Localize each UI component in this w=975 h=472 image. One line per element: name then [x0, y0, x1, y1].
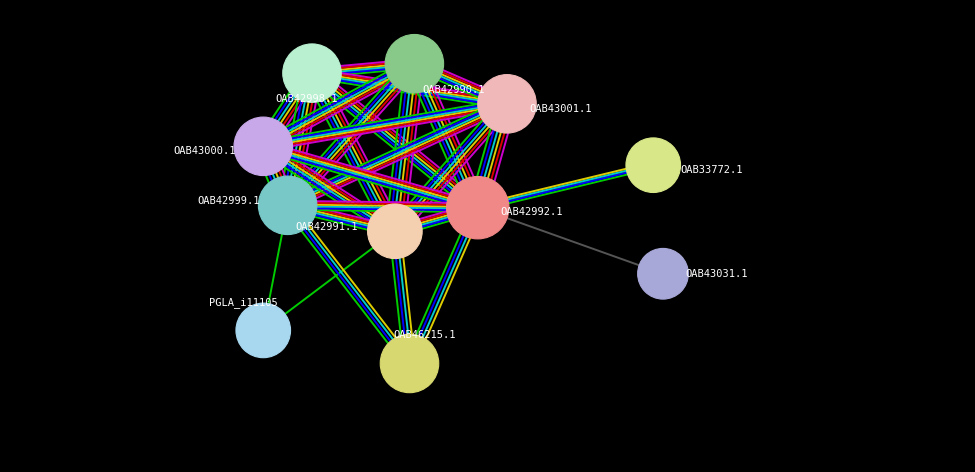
Ellipse shape [478, 75, 536, 133]
Text: OAB43000.1: OAB43000.1 [174, 146, 236, 156]
Ellipse shape [638, 248, 688, 299]
Ellipse shape [385, 34, 444, 93]
Ellipse shape [234, 117, 292, 176]
Ellipse shape [283, 44, 341, 102]
Text: OAB42991.1: OAB42991.1 [295, 221, 358, 232]
Ellipse shape [447, 177, 509, 239]
Text: OAB42998.1: OAB42998.1 [276, 94, 338, 104]
Text: OAB43001.1: OAB43001.1 [529, 103, 592, 114]
Ellipse shape [380, 334, 439, 393]
Text: OAB43031.1: OAB43031.1 [685, 269, 748, 279]
Ellipse shape [258, 176, 317, 235]
Ellipse shape [236, 303, 291, 358]
Text: OAB42992.1: OAB42992.1 [500, 207, 563, 218]
Text: PGLA_i11105: PGLA_i11105 [210, 296, 278, 308]
Text: OAB46215.1: OAB46215.1 [393, 330, 455, 340]
Ellipse shape [368, 204, 422, 259]
Ellipse shape [626, 138, 681, 193]
Text: OAB42990.1: OAB42990.1 [422, 84, 485, 95]
Text: OAB33772.1: OAB33772.1 [681, 165, 743, 175]
Text: OAB42999.1: OAB42999.1 [198, 195, 260, 206]
